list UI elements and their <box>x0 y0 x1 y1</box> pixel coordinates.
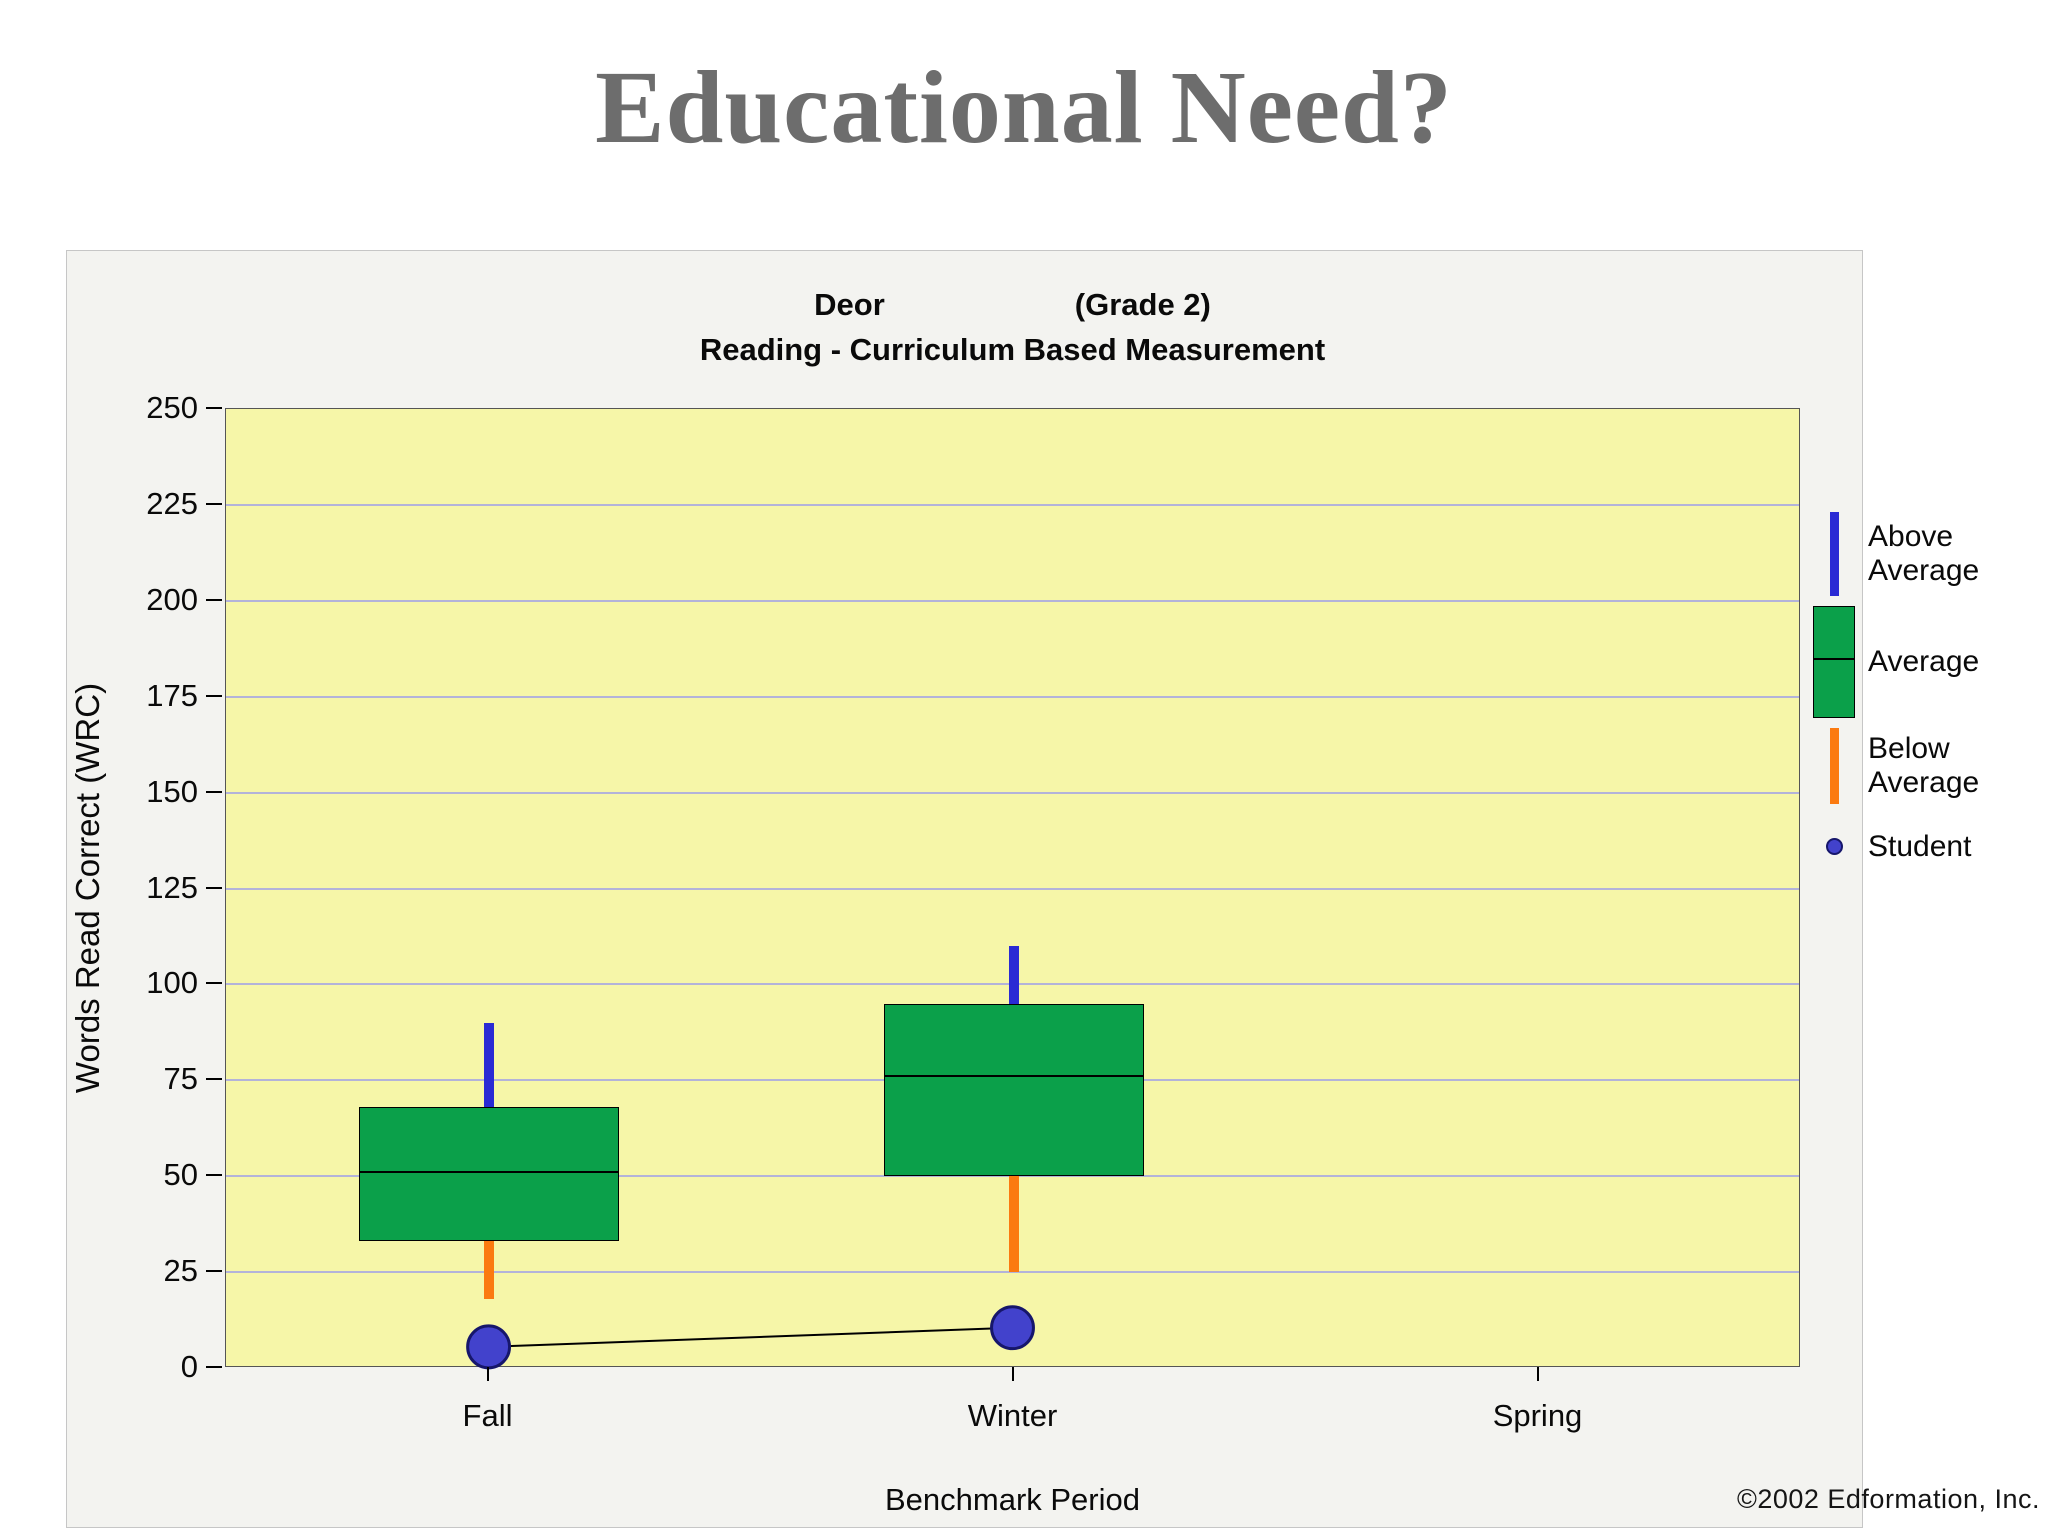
y-tick-label: 50 <box>163 1157 198 1193</box>
average-box <box>358 1107 619 1242</box>
y-tick-mark <box>206 598 222 601</box>
legend: Above Average Average Below Average Stud… <box>1812 512 2048 864</box>
y-tick-mark <box>206 982 222 985</box>
y-tick-mark <box>206 407 222 409</box>
y-tick-mark <box>206 1366 222 1368</box>
gridline <box>226 695 1799 698</box>
y-tick-mark <box>206 1078 222 1081</box>
gridline <box>226 1271 1799 1274</box>
legend-label-average: Average <box>1868 645 1980 679</box>
x-tick-mark <box>1536 1367 1539 1381</box>
y-tick-mark <box>206 694 222 697</box>
above-average-whisker <box>1008 946 1019 1004</box>
legend-label-below-average: Below Average <box>1868 732 1980 799</box>
gridline <box>226 791 1799 794</box>
y-tick-mark <box>206 790 222 793</box>
above-average-swatch-icon <box>1829 512 1839 596</box>
median-line <box>358 1171 619 1174</box>
gridline <box>226 887 1799 890</box>
x-tick-mark <box>1011 1367 1014 1381</box>
legend-item-above-average: Above Average <box>1812 512 2048 596</box>
y-tick-mark <box>206 1270 222 1273</box>
legend-item-student: Student <box>1812 830 2048 864</box>
x-tick-label: Winter <box>967 1398 1058 1433</box>
gridline <box>226 503 1799 506</box>
y-tick-label: 150 <box>146 773 198 809</box>
x-tick-label: Fall <box>462 1398 513 1433</box>
chart-subtitle: Reading - Curriculum Based Measurement <box>699 332 1326 367</box>
y-tick-label: 200 <box>146 581 198 617</box>
below-average-swatch-icon <box>1829 728 1839 804</box>
y-tick-label: 250 <box>146 390 198 425</box>
student-overlay <box>466 1305 1035 1370</box>
x-axis-label: Benchmark Period <box>884 1482 1140 1517</box>
below-average-whisker <box>483 1241 494 1299</box>
chart-title-row: Deor (Grade 2) <box>225 287 1800 323</box>
y-tick-label: 25 <box>163 1253 198 1289</box>
below-average-whisker <box>1008 1176 1019 1273</box>
y-tick-mark <box>206 502 222 505</box>
student-trend-line <box>488 1326 1013 1348</box>
x-tick-label: Spring <box>1492 1398 1583 1433</box>
slide-title: Educational Need? <box>595 50 1453 165</box>
y-tick-label: 0 <box>180 1349 198 1384</box>
gridline <box>226 599 1799 602</box>
student-point <box>466 1324 512 1370</box>
y-tick-label: 225 <box>146 485 198 521</box>
x-tick-mark <box>486 1367 489 1381</box>
legend-item-average: Average <box>1812 606 2048 718</box>
chart-title-student-name: Deor <box>814 287 885 322</box>
plot-area <box>225 408 1800 1370</box>
y-tick-label: 125 <box>146 869 198 905</box>
chart-title-grade: (Grade 2) <box>1074 287 1211 322</box>
legend-label-above-average: Above Average <box>1868 520 1980 587</box>
y-tick-label: 75 <box>163 1061 198 1097</box>
student-point <box>990 1305 1035 1351</box>
legend-label-student: Student <box>1868 830 1972 863</box>
y-tick-mark <box>206 886 222 889</box>
above-average-whisker <box>483 1022 494 1108</box>
median-line <box>883 1075 1144 1078</box>
student-dot-swatch-icon <box>1825 838 1843 856</box>
copyright: ©2002 Edformation, Inc. <box>1736 1484 2040 1514</box>
y-tick-mark <box>206 1174 222 1177</box>
average-box-swatch-icon <box>1813 606 1855 718</box>
y-tick-label: 175 <box>146 677 198 713</box>
legend-item-below-average: Below Average <box>1812 728 2048 804</box>
average-box <box>883 1003 1144 1177</box>
y-tick-label: 100 <box>146 965 198 1001</box>
